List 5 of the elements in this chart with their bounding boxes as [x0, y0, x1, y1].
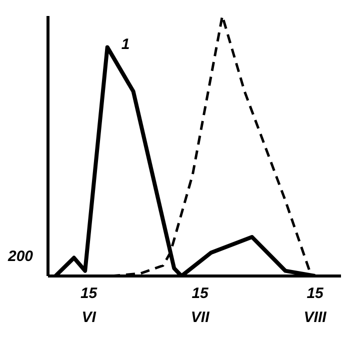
x-tick-label: 15 VI	[80, 285, 98, 326]
text: 200	[8, 248, 34, 265]
x-tick-label: 15 VIII	[304, 285, 328, 326]
x-tick-label: 15 VII	[190, 285, 210, 326]
series-label: 1	[121, 36, 130, 54]
